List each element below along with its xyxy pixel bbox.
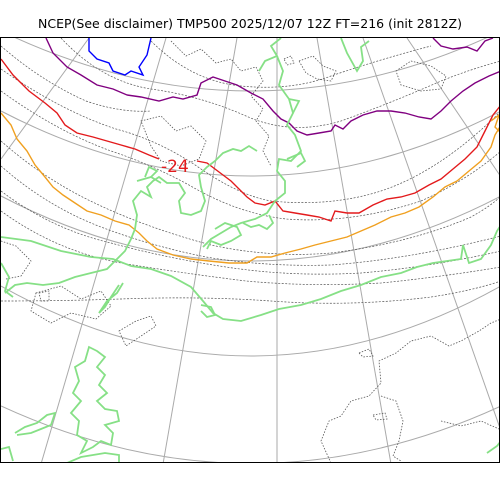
map-canvas: -24 [1, 38, 499, 462]
isotherm-purple [45, 38, 499, 136]
isotherm-yellow-edge [490, 114, 499, 132]
isotherm-blue [88, 38, 152, 77]
contour-label-minus24: -24 [161, 157, 189, 177]
isotherm-purple-north [432, 38, 494, 52]
coastlines [1, 40, 499, 462]
graticule [1, 38, 499, 462]
minor-isotherms [1, 38, 499, 304]
isotherm-minus24-east [196, 106, 499, 222]
isotherm-minus24 [1, 58, 160, 160]
isotherm-yellow [1, 112, 499, 264]
isotherm-green [1, 38, 499, 462]
weather-map: -24 [0, 37, 500, 463]
chart-title: NCEP(See disclaimer) TMP500 2025/12/07 1… [38, 16, 462, 31]
